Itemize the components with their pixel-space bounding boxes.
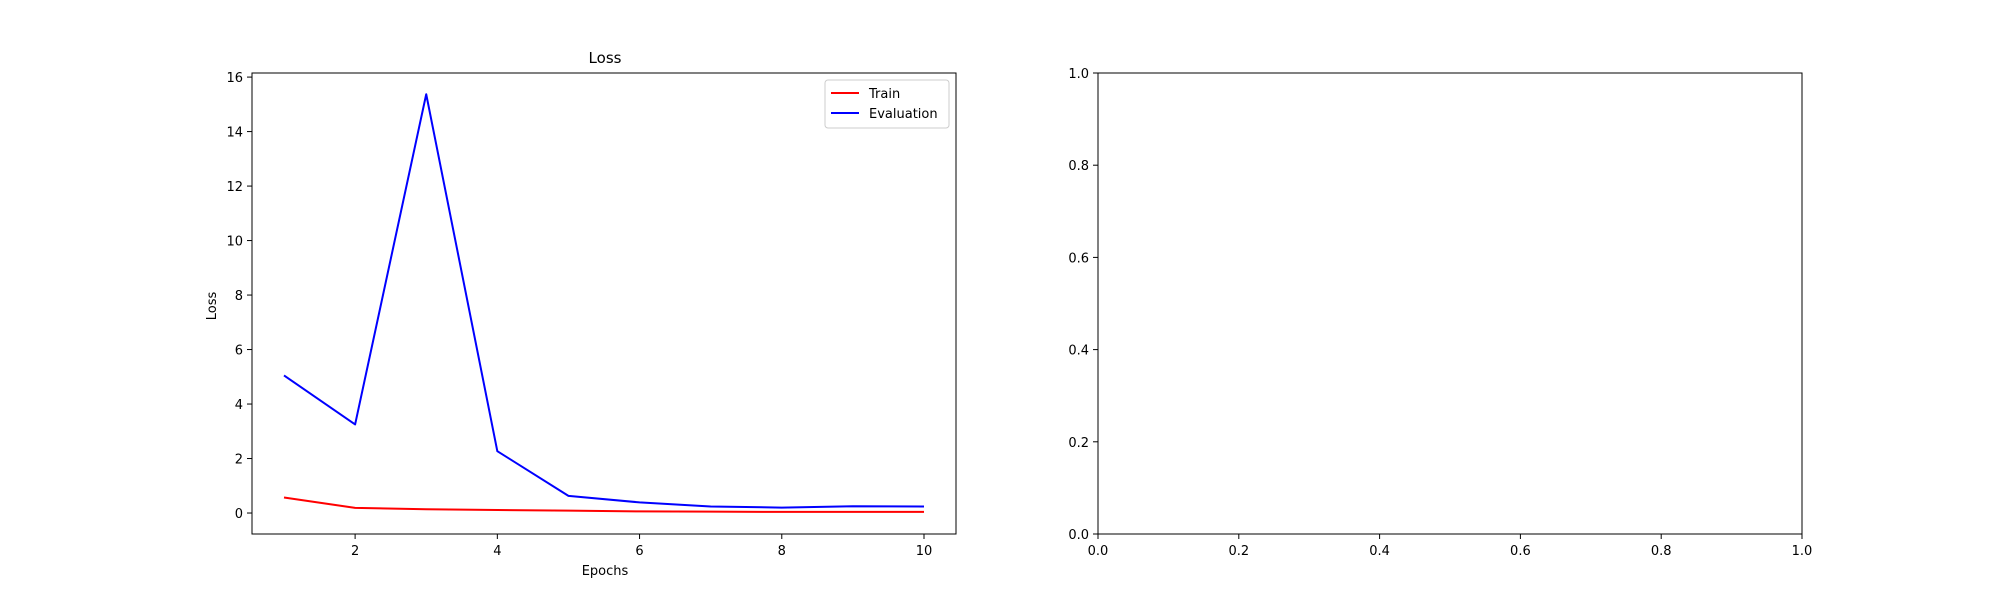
loss-chart-x-axis-label: Epochs — [582, 564, 629, 579]
empty-chart-y-tick-label: 0.2 — [1068, 436, 1089, 451]
loss-chart-title: Loss — [589, 49, 622, 67]
loss-chart: Loss Epochs Loss 2 4 6 8 10 0 2 4 6 8 10 12 14 16 Tra… — [205, 49, 957, 579]
loss-chart-y-tick-label: 12 — [226, 180, 243, 195]
loss-chart-plot-area: 2 4 6 8 10 0 2 4 6 8 10 12 14 16 — [226, 71, 957, 559]
loss-chart-y-tick-label: 8 — [235, 289, 243, 304]
loss-chart-x-tick-label: 2 — [351, 544, 359, 559]
empty-chart-y-tick-label: 0.6 — [1068, 251, 1089, 266]
loss-chart-x-tick-label: 10 — [916, 544, 933, 559]
empty-chart: 0.0 0.2 0.4 0.6 0.8 1.0 0.0 0.2 0.4 0.6 0.8 1.0 — [1068, 67, 1812, 559]
loss-chart-y-tick-label: 0 — [235, 507, 243, 522]
loss-chart-x-tick-label: 4 — [493, 544, 501, 559]
empty-chart-plot-area: 0.0 0.2 0.4 0.6 0.8 1.0 0.0 0.2 0.4 0.6 0.8 1.0 — [1068, 67, 1812, 559]
loss-chart-frame — [251, 72, 957, 535]
loss-chart-y-tick-label: 16 — [226, 71, 243, 86]
loss-chart-x-tick-label: 6 — [635, 544, 643, 559]
series-line-train — [283, 496, 924, 513]
empty-chart-y-tick-label: 0.8 — [1068, 159, 1089, 174]
loss-chart-x-tick-label: 8 — [778, 544, 786, 559]
empty-chart-y-tick-label: 1.0 — [1068, 67, 1089, 82]
loss-chart-y-axis-label: Loss — [205, 292, 220, 321]
empty-chart-x-tick-label: 0.8 — [1651, 544, 1672, 559]
empty-chart-frame — [1097, 72, 1803, 535]
legend-label-train: Train — [868, 87, 900, 102]
loss-chart-y-tick-label: 2 — [235, 453, 243, 468]
loss-chart-y-tick-label: 6 — [235, 344, 243, 359]
empty-chart-y-tick-label: 0.0 — [1068, 528, 1089, 543]
empty-chart-x-tick-label: 0.6 — [1510, 544, 1531, 559]
legend-label-evaluation: Evaluation — [869, 107, 938, 122]
series-line-evaluation — [283, 93, 925, 509]
empty-chart-x-tick-label: 0.4 — [1369, 544, 1390, 559]
empty-chart-y-tick-label: 0.4 — [1068, 344, 1089, 359]
empty-chart-x-tick-label: 0.2 — [1228, 544, 1249, 559]
loss-chart-y-tick-label: 4 — [235, 398, 243, 413]
empty-chart-x-tick-label: 1.0 — [1792, 544, 1813, 559]
loss-chart-y-tick-label: 14 — [226, 126, 243, 141]
empty-chart-x-tick-label: 0.0 — [1088, 544, 1109, 559]
loss-chart-y-tick-label: 10 — [226, 235, 243, 250]
loss-chart-legend: Train Evaluation — [824, 79, 950, 129]
